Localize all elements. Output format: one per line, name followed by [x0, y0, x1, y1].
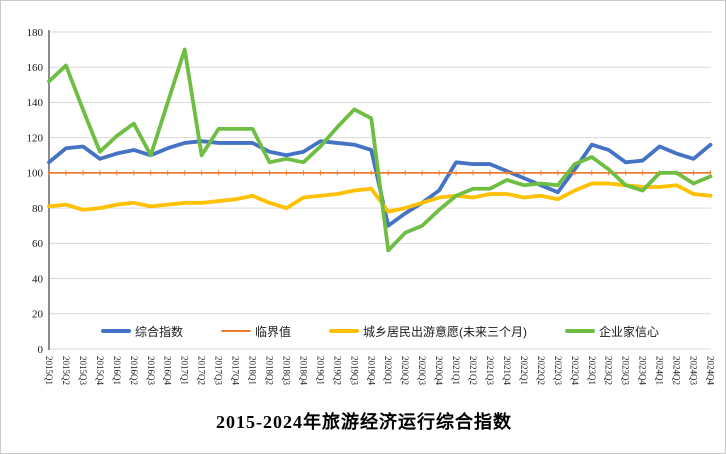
y-axis-tick-label: 180 — [27, 27, 44, 39]
legend-item-0: 综合指数 — [100, 323, 183, 340]
x-axis-tick-label: 2022Q4 — [570, 356, 580, 385]
x-axis-tick-label: 2021Q2 — [468, 356, 478, 385]
legend-item-2: 城乡居民出游意愿(未来三个月) — [329, 323, 527, 340]
x-axis-tick-label: 2018Q2 — [265, 356, 275, 385]
x-axis-tick-label: 2020Q2 — [400, 356, 410, 385]
x-axis-tick-label: 2020Q3 — [417, 356, 427, 385]
x-axis-tick-label: 2015Q1 — [44, 356, 54, 385]
legend-label: 临界值 — [254, 324, 291, 339]
y-axis-tick-label: 160 — [27, 62, 44, 74]
x-axis-tick-label: 2017Q3 — [214, 356, 224, 385]
y-axis-tick-label: 20 — [32, 309, 44, 321]
x-axis-tick-label: 2018Q4 — [298, 356, 308, 385]
x-axis-tick-label: 2018Q3 — [281, 356, 291, 385]
x-axis-tick-label: 2015Q4 — [95, 356, 105, 385]
legend-line-swatch — [220, 330, 251, 332]
x-axis-tick-label: 2021Q3 — [485, 356, 495, 385]
x-axis-tick-label: 2019Q2 — [332, 356, 342, 385]
x-axis-tick-label: 2022Q2 — [536, 356, 546, 385]
y-axis-tick-label: 80 — [32, 203, 44, 215]
x-axis-tick-label: 2020Q1 — [383, 356, 393, 385]
series-line-2 — [47, 181, 713, 214]
x-axis-tick-label: 2022Q1 — [519, 356, 529, 385]
y-axis-tick-label: 40 — [32, 273, 44, 285]
legend-line-swatch — [329, 329, 359, 333]
x-axis-tick-label: 2016Q3 — [146, 356, 156, 385]
y-axis-tick-label: 60 — [32, 238, 44, 250]
series-line-3 — [47, 47, 713, 253]
x-axis-tick-label: 2015Q3 — [78, 356, 88, 385]
legend-item-3: 企业家信心 — [565, 323, 659, 340]
x-axis-tick-label: 2023Q2 — [604, 356, 614, 385]
x-axis-tick-label: 2017Q2 — [197, 356, 207, 385]
x-axis-tick-label: 2016Q4 — [163, 356, 173, 385]
x-axis-tick-label: 2019Q1 — [315, 356, 325, 385]
x-axis-tick-label: 2015Q2 — [61, 356, 71, 385]
legend-line-swatch — [100, 329, 131, 333]
x-axis-tick-label: 2023Q1 — [587, 356, 597, 385]
x-axis-tick-label: 2018Q1 — [248, 356, 258, 385]
y-axis-tick-label: 0 — [38, 344, 44, 356]
legend-label: 企业家信心 — [599, 324, 660, 339]
x-axis-tick-label: 2019Q4 — [366, 356, 376, 385]
x-axis-tick-label: 2024Q3 — [689, 356, 699, 385]
x-axis-tick-label: 2017Q1 — [180, 356, 190, 385]
chart-title: 2015-2024年旅游经济运行综合指数 — [216, 412, 512, 432]
x-axis-tick-label: 2020Q4 — [434, 356, 444, 385]
x-axis-tick-label: 2024Q4 — [706, 356, 716, 385]
y-axis-tick-label: 140 — [27, 97, 44, 109]
x-axis-tick-label: 2019Q3 — [349, 356, 359, 385]
x-axis-tick-label: 2024Q1 — [655, 356, 665, 385]
x-axis-tick-label: 2021Q1 — [451, 356, 461, 385]
legend-item-1: 临界值 — [220, 323, 291, 340]
legend-label: 综合指数 — [134, 324, 183, 339]
y-axis-tick-label: 120 — [27, 132, 44, 144]
x-axis-tick-label: 2023Q3 — [621, 356, 631, 385]
y-axis-tick-label: 100 — [27, 168, 44, 180]
x-axis-tick-label: 2017Q4 — [231, 356, 241, 385]
x-axis-tick-label: 2024Q2 — [672, 356, 682, 385]
x-axis-tick-label: 2021Q4 — [502, 356, 512, 385]
chart-legend: 综合指数 临界值 城乡居民出游意愿(未来三个月) 企业家信心 — [49, 322, 711, 340]
x-axis-tick-label: 2022Q3 — [553, 356, 563, 385]
legend-line-swatch — [565, 329, 595, 333]
line-chart-plot: 0 20 40 60 80 100 120 140 160 180 2015Q1 2015Q2 2015… — [27, 27, 716, 386]
x-axis-tick-label: 2016Q1 — [112, 356, 122, 385]
x-axis-tick-label: 2016Q2 — [129, 356, 139, 385]
x-axis-tick-label: 2023Q4 — [638, 356, 648, 385]
legend-label: 城乡居民出游意愿(未来三个月) — [363, 324, 527, 339]
